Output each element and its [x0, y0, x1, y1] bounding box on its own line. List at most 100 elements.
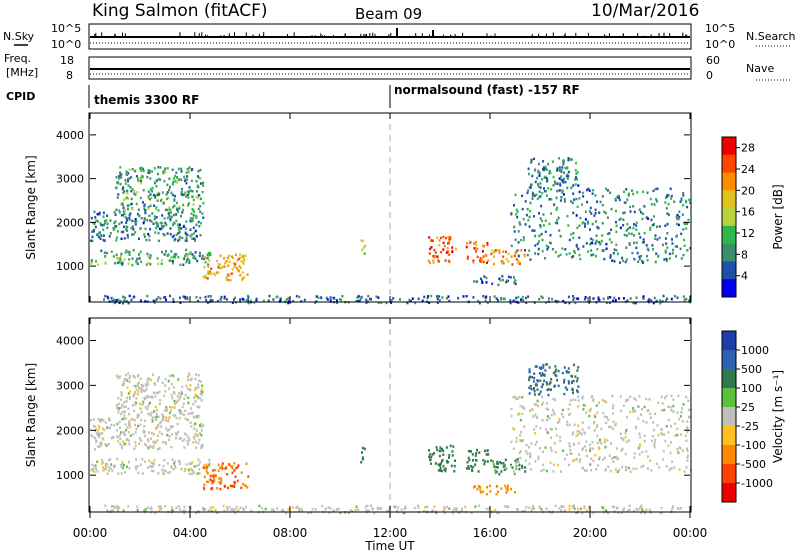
echo-cell [530, 387, 533, 391]
echo-cell [495, 465, 498, 469]
echo-cell [206, 253, 209, 257]
echo-cell [448, 453, 451, 457]
echo-cell [597, 226, 600, 230]
echo-cell [507, 260, 510, 263]
echo-cell [528, 392, 531, 395]
echo-cell [445, 251, 448, 254]
echo-cell [603, 440, 606, 444]
echo-cell [184, 417, 187, 420]
echo-cell [533, 376, 536, 380]
echo-cell [578, 224, 581, 227]
echo-cell [581, 421, 584, 424]
echo-cell [295, 295, 298, 298]
echo-cell [500, 487, 503, 490]
echo-cell [188, 373, 191, 377]
echo-cell [567, 170, 570, 174]
echo-cell [553, 180, 556, 183]
echo-cell [378, 507, 381, 510]
echo-cell [174, 174, 177, 178]
echo-cell [600, 505, 603, 509]
echo-cell [175, 416, 178, 420]
echo-cell [556, 167, 559, 170]
echo-cell [203, 464, 206, 467]
echo-cell [511, 466, 514, 469]
echo-cell [465, 467, 468, 470]
echo-cell [90, 239, 93, 242]
echo-cell [185, 248, 188, 252]
echo-cell [157, 262, 160, 266]
echo-cell [540, 204, 543, 208]
echo-cell [216, 300, 219, 303]
echo-cell [229, 464, 232, 467]
echo-cell [117, 472, 120, 475]
echo-cell [427, 259, 430, 263]
echo-cell [632, 509, 635, 513]
echo-cell [680, 257, 683, 260]
echo-cell [430, 455, 433, 459]
echo-cell [674, 422, 677, 425]
echo-cell [544, 190, 547, 193]
echo-cell [615, 243, 618, 246]
echo-cell [573, 507, 576, 510]
echo-cell [529, 375, 532, 379]
echo-cell [537, 379, 539, 383]
echo-cell [120, 412, 123, 416]
echo-cell [150, 411, 153, 414]
echo-cell [546, 248, 549, 251]
echo-cell [629, 395, 632, 398]
echo-cell [117, 180, 120, 184]
echo-cell [571, 201, 574, 205]
echo-cell [684, 434, 687, 437]
echo-cell [361, 458, 364, 461]
echo-cell [616, 470, 619, 474]
echo-cell [258, 504, 261, 508]
echo-cell [90, 434, 93, 437]
echo-cell [187, 396, 190, 400]
echo-cell [569, 452, 572, 455]
echo-cell [128, 442, 131, 446]
echo-cell [576, 205, 579, 208]
echo-cell [195, 373, 197, 376]
echo-cell [539, 226, 542, 229]
echo-cell [131, 225, 134, 229]
echo-cell [137, 413, 140, 417]
echo-cell [659, 299, 661, 302]
echo-cell [236, 465, 239, 469]
echo-cell [544, 369, 547, 372]
echo-cell [146, 438, 149, 441]
echo-cell [584, 210, 587, 214]
echo-cell [98, 426, 101, 430]
echo-cell [177, 167, 180, 171]
echo-cell [638, 255, 641, 259]
echo-cell [226, 506, 228, 509]
echo-cell [519, 262, 521, 265]
echo-cell [201, 190, 204, 194]
echo-cell [124, 296, 127, 299]
echo-cell [276, 507, 279, 510]
echo-cell [199, 380, 202, 383]
echo-cell [170, 426, 173, 429]
echo-cell [647, 299, 650, 303]
echo-cell [594, 194, 597, 197]
echo-cell [546, 408, 549, 411]
echo-cell [177, 430, 180, 434]
echo-cell [99, 237, 102, 240]
echo-cell [671, 507, 674, 510]
echo-cell [686, 456, 689, 459]
echo-cell [609, 295, 612, 299]
echo-cell [567, 367, 570, 370]
echo-cell [518, 467, 521, 471]
echo-cell [670, 297, 673, 301]
echo-cell [677, 217, 680, 221]
echo-cell [198, 225, 201, 228]
echo-cell [147, 232, 150, 236]
echo-cell [502, 465, 505, 468]
echo-cell [501, 275, 504, 278]
echo-cell [605, 421, 608, 425]
echo-cell [231, 507, 234, 511]
echo-cell [181, 193, 184, 197]
echo-cell [198, 468, 201, 471]
time-axis-label: 00:00 [673, 526, 708, 540]
echo-cell [208, 462, 211, 465]
echo-cell [118, 407, 121, 410]
